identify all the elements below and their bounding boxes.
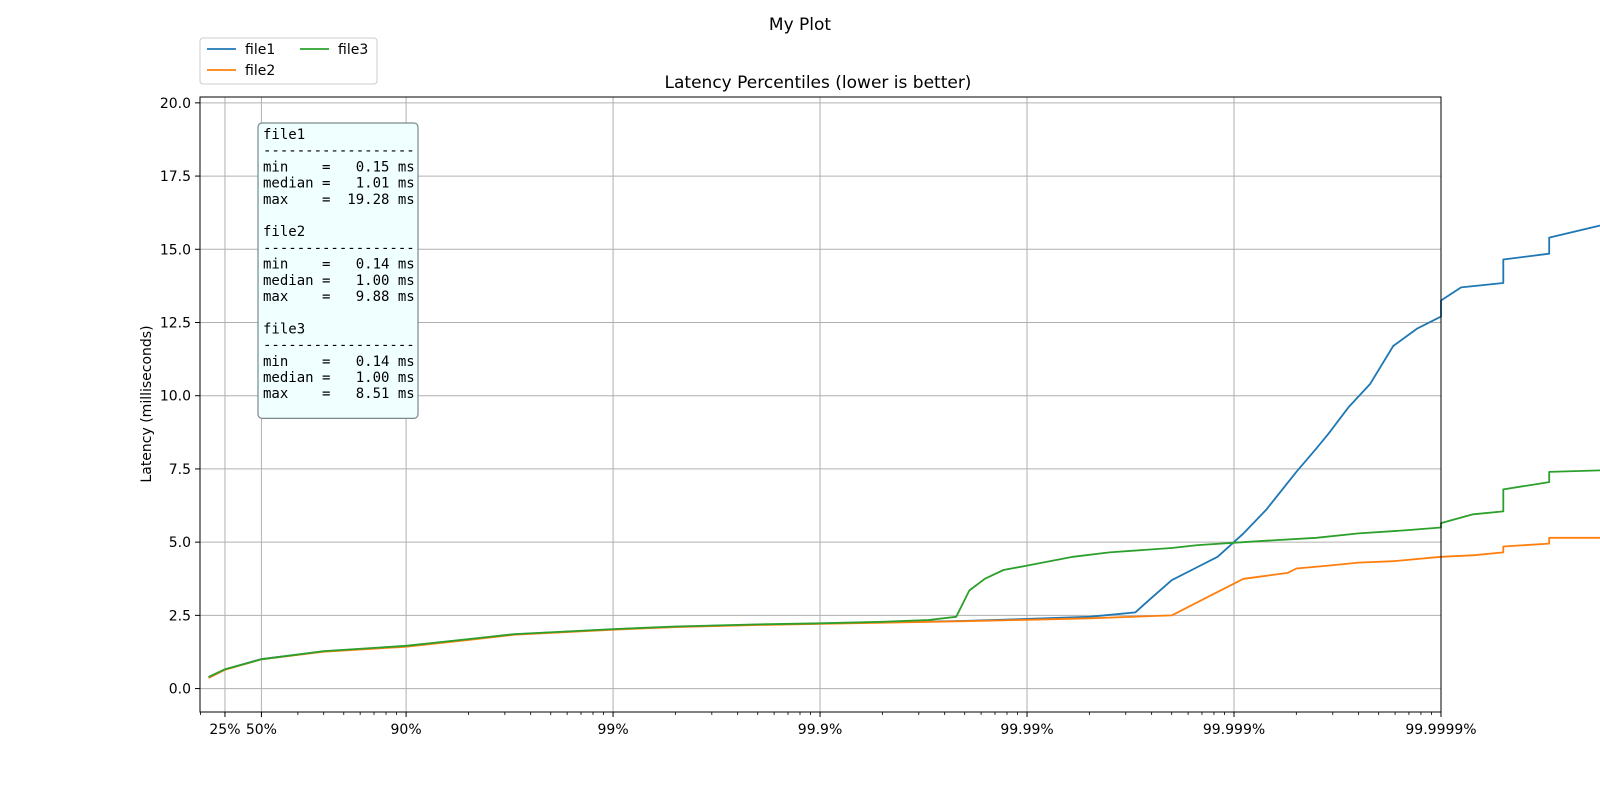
y-tick-label: 7.5 — [169, 462, 191, 478]
x-tick-label: 99.999% — [1203, 722, 1265, 738]
legend-frame — [199, 37, 378, 85]
y-tick-label: 2.5 — [169, 608, 191, 624]
stats-line: min = 0.14 ms — [263, 354, 415, 370]
stats-line: file3 — [263, 321, 305, 337]
series-line-file2 — [208, 536, 1600, 679]
legend-label-file2: file2 — [245, 63, 275, 79]
y-tick-label: 5.0 — [169, 535, 191, 551]
x-tick-label: 50% — [246, 722, 277, 738]
stats-line: max = 8.51 ms — [263, 386, 415, 402]
series-line-file3 — [208, 469, 1600, 678]
stats-line: median = 1.00 ms — [263, 273, 415, 289]
x-tick-label: 99% — [598, 722, 629, 738]
x-tick-label: 90% — [391, 722, 422, 738]
stats-line: ------------------ — [263, 338, 415, 354]
legend-label-file3: file3 — [338, 42, 368, 58]
y-tick-label: 20.0 — [160, 96, 191, 112]
axes-title: Latency Percentiles (lower is better) — [665, 73, 972, 93]
series-lines — [208, 224, 1600, 679]
y-axis-ticks: 0.0 2.5 5.0 7.5 10.0 12.5 15.0 17.5 20.0 — [160, 96, 200, 698]
stats-line: median = 1.01 ms — [263, 176, 415, 192]
stats-line: median = 1.00 ms — [263, 370, 415, 386]
stats-line: max = 19.28 ms — [263, 192, 415, 208]
x-tick-label: 25% — [209, 722, 240, 738]
x-tick-label: 99.9% — [798, 722, 842, 738]
stats-line: min = 0.14 ms — [263, 257, 415, 273]
legend-label-file1: file1 — [245, 42, 275, 58]
stats-line: ------------------ — [263, 143, 415, 159]
grid — [200, 97, 1442, 712]
y-tick-label: 17.5 — [160, 169, 191, 185]
stats-lines: file1------------------min = 0.15 msmedi… — [263, 127, 415, 402]
x-tick-label: 99.99% — [1000, 722, 1053, 738]
plot-frame — [199, 96, 1442, 713]
y-tick-label: 10.0 — [160, 389, 191, 405]
y-axis-label: Latency (milliseconds) — [139, 325, 155, 482]
stats-line: file2 — [263, 224, 305, 240]
stats-box: file1------------------min = 0.15 msmedi… — [257, 122, 419, 419]
stats-line: file1 — [263, 127, 305, 143]
stats-line: min = 0.15 ms — [263, 159, 415, 175]
stats-line: ------------------ — [263, 240, 415, 256]
y-tick-label: 15.0 — [160, 242, 191, 258]
x-axis-ticks: 25% 50% 90% 99% 99.9% 99.99% 99.999% 99.9999% — [209, 712, 1477, 738]
figure-title: My Plot — [769, 15, 832, 35]
y-tick-label: 0.0 — [169, 682, 191, 698]
stats-box-background — [257, 122, 419, 419]
legend: file1 file2 file3 — [199, 37, 378, 85]
stats-line: max = 9.88 ms — [263, 289, 415, 305]
x-tick-label: 99.9999% — [1405, 722, 1476, 738]
y-tick-label: 12.5 — [160, 316, 191, 332]
